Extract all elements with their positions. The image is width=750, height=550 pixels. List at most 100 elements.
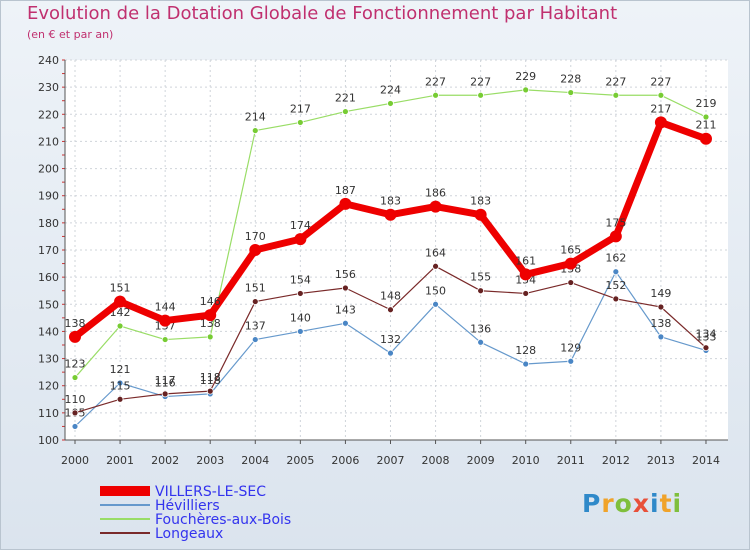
data-point-villers-le-sec bbox=[204, 309, 217, 322]
data-label-villers-le-sec: 174 bbox=[290, 219, 311, 232]
data-label-hevilliers: 121 bbox=[110, 363, 131, 376]
legend-label: VILLERS-LE-SEC bbox=[155, 484, 267, 500]
data-label-longeaux: 117 bbox=[155, 374, 176, 387]
data-point-longeaux bbox=[477, 287, 485, 295]
data-point-foucheres-aux-bois bbox=[116, 322, 124, 330]
data-label-hevilliers: 143 bbox=[335, 303, 356, 316]
y-tick-label: 120 bbox=[38, 380, 59, 393]
x-tick-label: 2006 bbox=[331, 454, 359, 467]
data-label-foucheres-aux-bois: 227 bbox=[470, 75, 491, 88]
x-tick-label: 2004 bbox=[241, 454, 269, 467]
data-label-villers-le-sec: 183 bbox=[470, 195, 491, 208]
data-point-foucheres-aux-bois bbox=[161, 336, 169, 343]
data-label-hevilliers: 150 bbox=[425, 284, 446, 297]
data-label-longeaux: 164 bbox=[425, 246, 446, 259]
data-label-villers-le-sec: 187 bbox=[335, 184, 356, 197]
data-label-longeaux: 154 bbox=[290, 273, 311, 286]
data-point-longeaux bbox=[342, 284, 349, 292]
data-point-hevilliers bbox=[477, 338, 485, 346]
data-point-longeaux bbox=[567, 279, 575, 286]
data-point-villers-le-sec bbox=[69, 330, 81, 343]
y-tick-label: 190 bbox=[38, 190, 59, 203]
legend-label: Fouchères-aux-Bois bbox=[155, 512, 292, 528]
x-tick-label: 2014 bbox=[692, 454, 720, 467]
data-label-villers-le-sec: 211 bbox=[695, 119, 716, 132]
data-label-longeaux: 151 bbox=[245, 282, 266, 295]
data-label-foucheres-aux-bois: 217 bbox=[290, 102, 311, 115]
y-tick-label: 180 bbox=[38, 217, 59, 230]
data-point-longeaux bbox=[206, 387, 214, 395]
data-point-longeaux bbox=[296, 290, 304, 297]
chart-title: Evolution de la Dotation Globale de Fonc… bbox=[27, 3, 618, 24]
data-point-hevilliers bbox=[387, 349, 394, 357]
data-label-hevilliers: 133 bbox=[695, 330, 716, 343]
data-point-hevilliers bbox=[657, 333, 665, 341]
legend-swatch bbox=[100, 504, 150, 506]
data-point-foucheres-aux-bois bbox=[206, 333, 214, 341]
data-point-villers-le-sec bbox=[294, 233, 307, 246]
x-tick-label: 2003 bbox=[196, 454, 224, 467]
data-point-villers-le-sec bbox=[249, 244, 262, 256]
data-label-hevilliers: 138 bbox=[650, 317, 671, 330]
data-label-foucheres-aux-bois: 214 bbox=[245, 111, 266, 124]
data-point-hevilliers bbox=[612, 268, 620, 276]
data-point-foucheres-aux-bois bbox=[477, 91, 485, 99]
x-tick-label: 2005 bbox=[286, 454, 314, 467]
data-label-hevilliers: 132 bbox=[380, 333, 401, 346]
y-tick-label: 220 bbox=[38, 108, 59, 121]
data-label-villers-le-sec: 165 bbox=[560, 244, 581, 257]
data-label-villers-le-sec: 146 bbox=[200, 295, 221, 308]
data-point-longeaux bbox=[657, 303, 665, 311]
data-point-longeaux bbox=[702, 344, 710, 352]
legend-swatch bbox=[100, 532, 150, 534]
data-point-foucheres-aux-bois bbox=[71, 374, 79, 381]
line-chart: 100 110 120 130 140 150 160 170 180 190 200 210 220 2… bbox=[38, 54, 728, 467]
data-point-villers-le-sec bbox=[429, 200, 442, 213]
data-label-longeaux: 134 bbox=[695, 328, 716, 341]
data-point-villers-le-sec bbox=[654, 116, 667, 129]
data-point-longeaux bbox=[71, 409, 79, 417]
data-point-foucheres-aux-bois bbox=[387, 100, 394, 107]
data-label-hevilliers: 118 bbox=[200, 374, 221, 387]
data-label-hevilliers: 162 bbox=[605, 252, 626, 265]
logo-letter: P bbox=[582, 489, 602, 518]
logo-letter: t bbox=[659, 489, 673, 518]
x-tick-label: 2007 bbox=[376, 454, 404, 467]
y-tick-label: 150 bbox=[38, 298, 59, 311]
data-label-villers-le-sec: 170 bbox=[245, 230, 266, 243]
logo-letter: o bbox=[614, 489, 633, 518]
logo-letter: i bbox=[672, 489, 683, 518]
data-label-foucheres-aux-bois: 138 bbox=[200, 317, 221, 330]
chart-subtitle: (en € et par an) bbox=[27, 28, 114, 41]
data-label-longeaux: 115 bbox=[110, 379, 131, 392]
data-point-villers-le-sec bbox=[114, 295, 127, 308]
y-tick-label: 240 bbox=[38, 54, 59, 67]
data-point-hevilliers bbox=[342, 319, 349, 327]
data-label-foucheres-aux-bois: 219 bbox=[695, 97, 716, 110]
y-tick-label: 230 bbox=[38, 81, 59, 94]
y-tick-label: 110 bbox=[38, 407, 59, 420]
data-point-villers-le-sec bbox=[474, 208, 487, 221]
x-tick-label: 2000 bbox=[61, 454, 89, 467]
y-tick-label: 200 bbox=[38, 163, 59, 176]
data-point-hevilliers bbox=[522, 360, 530, 368]
data-point-villers-le-sec bbox=[519, 268, 532, 281]
data-label-villers-le-sec: 183 bbox=[380, 195, 401, 208]
y-tick-label: 160 bbox=[38, 271, 59, 284]
x-tick-label: 2009 bbox=[467, 454, 495, 467]
data-label-foucheres-aux-bois: 123 bbox=[65, 358, 86, 371]
data-point-longeaux bbox=[251, 298, 259, 305]
data-label-hevilliers: 136 bbox=[470, 322, 491, 335]
legend-swatch bbox=[100, 486, 150, 496]
x-tick-label: 2013 bbox=[647, 454, 675, 467]
data-label-villers-le-sec: 175 bbox=[605, 216, 626, 229]
data-label-hevilliers: 140 bbox=[290, 311, 311, 324]
data-point-villers-le-sec bbox=[564, 257, 577, 270]
data-label-longeaux: 155 bbox=[470, 271, 491, 284]
data-point-villers-le-sec bbox=[384, 208, 397, 221]
legend-label: Hévilliers bbox=[155, 498, 220, 514]
data-point-foucheres-aux-bois bbox=[522, 86, 530, 94]
data-point-foucheres-aux-bois bbox=[612, 91, 620, 99]
x-tick-label: 2010 bbox=[512, 454, 540, 467]
data-label-hevilliers: 116 bbox=[155, 377, 176, 390]
